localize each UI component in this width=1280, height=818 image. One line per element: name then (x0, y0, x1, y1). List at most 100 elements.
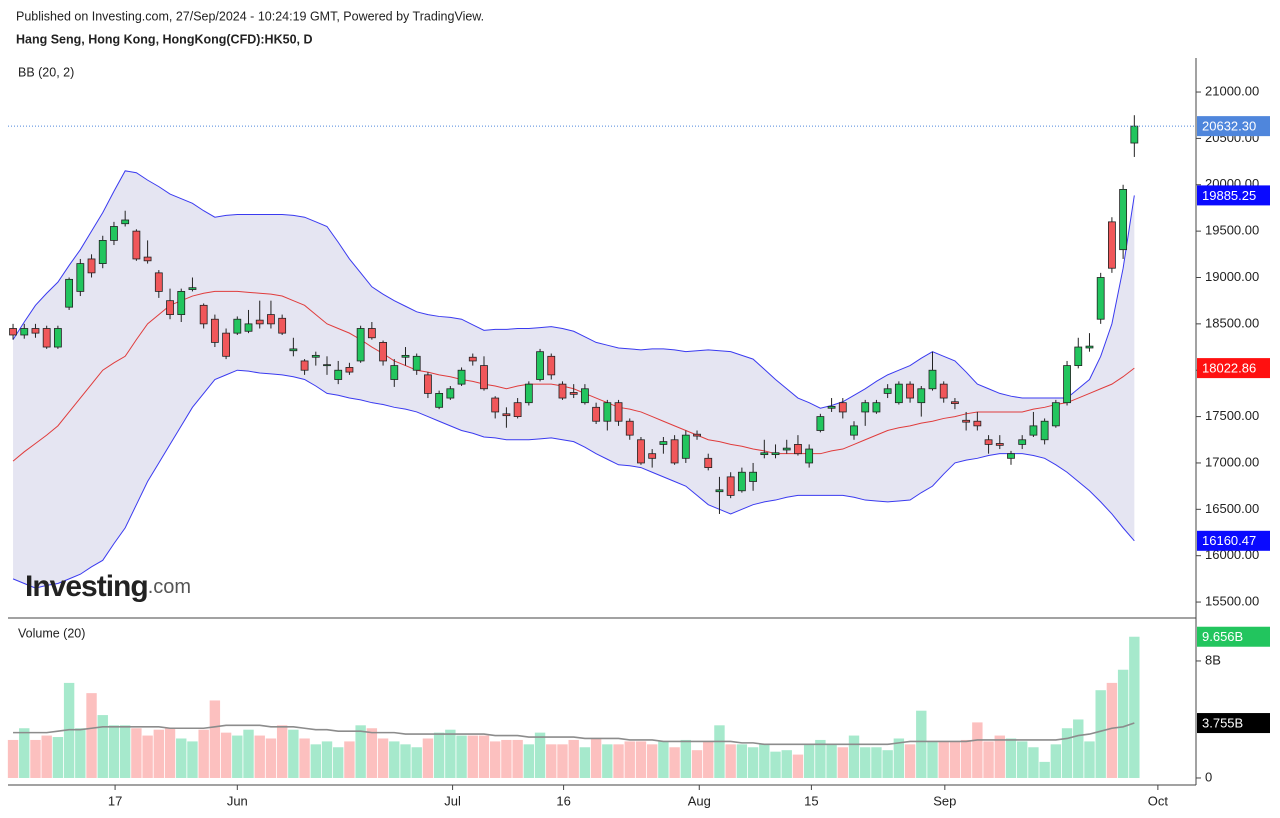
y-tick-label: 21000.00 (1205, 83, 1259, 98)
volume-bar (433, 732, 445, 778)
candle-body (65, 278, 74, 308)
volume-bar (904, 744, 916, 778)
candle-body (760, 452, 769, 456)
candle-body (356, 328, 365, 362)
volume-bar (411, 747, 422, 778)
candle-body (984, 439, 993, 445)
candle-body (805, 448, 814, 464)
candle-body (659, 441, 668, 445)
volume-bar (826, 744, 837, 778)
candle-body (491, 397, 500, 413)
y-tick-label: 8B (1205, 652, 1221, 667)
volume-bar (310, 744, 321, 778)
candle-body (110, 226, 118, 241)
candle-body (973, 420, 982, 427)
candle-body (1130, 125, 1139, 144)
volume-bar (119, 725, 131, 778)
x-tick-label: Jul (444, 793, 461, 808)
value-badge (1197, 530, 1270, 551)
volume-bar (30, 739, 41, 778)
volume-bar (949, 741, 961, 778)
volume-bar (1061, 728, 1073, 778)
volume-bar (1084, 741, 1095, 778)
volume-bar (389, 741, 400, 778)
volume-bar (602, 744, 613, 778)
candle-body (154, 272, 163, 292)
volume-bar (916, 710, 927, 778)
candle-body (536, 351, 544, 380)
volume-bar (960, 739, 972, 778)
volume-bar (445, 729, 456, 778)
candle-body (188, 287, 197, 290)
volume-bar (512, 739, 523, 778)
candle-body (31, 328, 40, 334)
candle-body (502, 413, 511, 417)
candle-body (603, 402, 612, 422)
y-tick-label: 16000.00 (1205, 547, 1259, 562)
candle-body (1063, 365, 1071, 404)
value-badge-label: 9.656B (1202, 629, 1243, 644)
volume-bar (489, 741, 501, 778)
watermark: Investing.com (25, 570, 191, 603)
value-badge-label: 20632.30 (1202, 119, 1256, 134)
volume-bar (1106, 682, 1118, 778)
candle-body (513, 402, 522, 417)
volume-bar (187, 741, 198, 778)
x-tick-label: Jun (227, 793, 248, 808)
candle-body (581, 388, 589, 404)
volume-bar (691, 750, 703, 778)
candle-body (771, 452, 780, 456)
volume-bar (837, 747, 848, 778)
volume-bar (972, 722, 983, 778)
volume-bar (108, 725, 120, 778)
candle-body (569, 392, 578, 395)
candle-body (850, 425, 858, 436)
candle-body (76, 263, 85, 292)
volume-bar (366, 728, 378, 778)
volume-bar (860, 747, 871, 778)
candle-body (681, 434, 690, 459)
candle-body (379, 342, 387, 362)
volume-bar (680, 739, 692, 778)
candle-body (401, 354, 410, 358)
value-badge-label: 18022.86 (1202, 361, 1256, 376)
candle-body (749, 471, 757, 482)
candle-body (883, 388, 892, 394)
value-badge (1197, 713, 1270, 734)
candle-body (98, 240, 107, 264)
bollinger-upper (12, 170, 1135, 409)
candle-body (177, 291, 186, 315)
volume-bar (86, 693, 97, 778)
volume-bar (478, 735, 490, 778)
candle-body (334, 369, 343, 380)
x-tick-label: Sep (933, 793, 956, 808)
volume-bar (276, 725, 288, 778)
candle-body (53, 328, 62, 348)
candle-body (737, 471, 746, 492)
x-tick-label: Aug (688, 793, 711, 808)
candle-body (670, 439, 679, 464)
candle-body (412, 355, 421, 371)
candle-body (995, 443, 1004, 446)
candle-body (20, 328, 29, 336)
candle-body (255, 319, 264, 325)
volume-bar (590, 738, 602, 778)
volume-bar (355, 725, 366, 778)
volume-bar (669, 747, 680, 778)
volume-bar (1050, 744, 1062, 778)
volume-bar (927, 741, 938, 778)
watermark-brand: Investing (25, 570, 148, 603)
candle-body (311, 354, 320, 358)
candle-body (424, 374, 432, 394)
value-badge-label: 16160.47 (1202, 533, 1256, 548)
candle-body (1040, 420, 1049, 441)
volume-bar (1095, 690, 1106, 778)
candle-body (1007, 453, 1015, 459)
volume-bar (635, 741, 647, 778)
volume-bar (19, 728, 30, 778)
volume-bar (557, 744, 568, 778)
volume-bar (534, 732, 546, 778)
candle-body (816, 416, 825, 431)
volume-bar (658, 741, 669, 778)
